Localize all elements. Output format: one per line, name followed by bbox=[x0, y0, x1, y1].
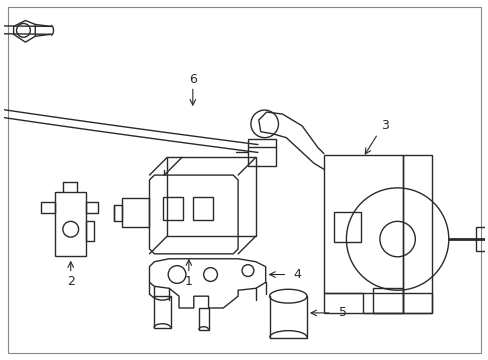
Text: 2: 2 bbox=[67, 275, 75, 288]
Text: 4: 4 bbox=[293, 268, 301, 281]
Text: 1: 1 bbox=[184, 275, 192, 288]
Text: 3: 3 bbox=[380, 120, 388, 132]
Text: 6: 6 bbox=[188, 73, 196, 86]
Text: 5: 5 bbox=[338, 306, 346, 319]
